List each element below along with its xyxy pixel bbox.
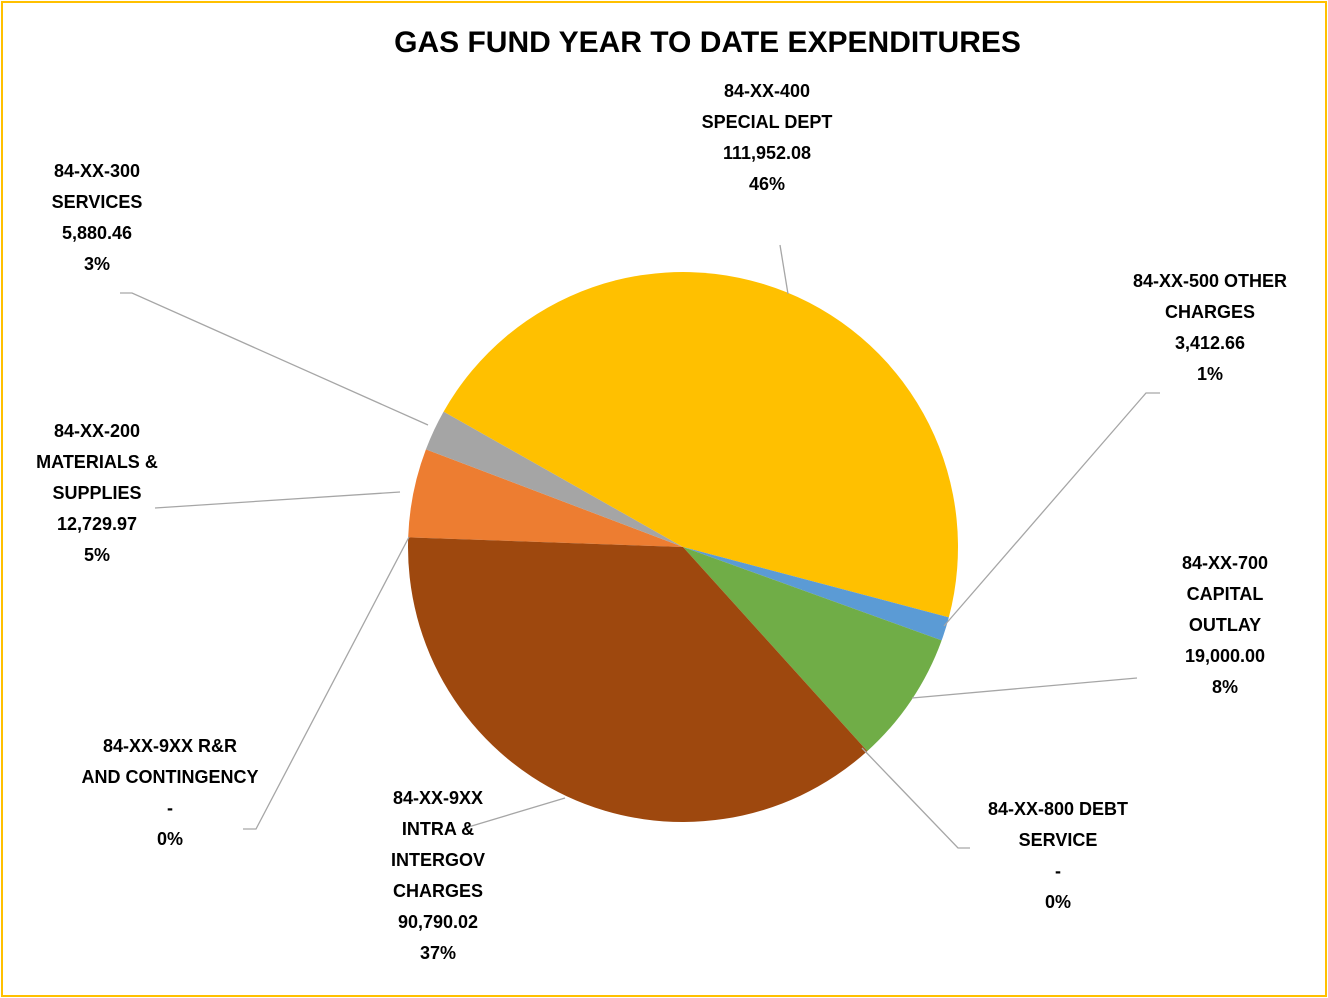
label-value: - bbox=[167, 798, 173, 818]
leader-line bbox=[464, 797, 566, 829]
leader-line bbox=[911, 677, 1138, 699]
label-percent: 0% bbox=[1044, 892, 1071, 912]
data-label: 84-XX-700 CAPITAL OUTLAY 19,000.00 8% bbox=[1095, 548, 1328, 703]
pie-slice bbox=[407, 537, 868, 822]
leader-line bbox=[779, 244, 789, 295]
label-percent: 1% bbox=[1196, 364, 1223, 384]
label-percent: 46% bbox=[748, 174, 786, 194]
label-category: 84-XX-9XX INTRA & INTERGOV CHARGES bbox=[390, 788, 485, 901]
leader-line bbox=[861, 747, 970, 849]
label-category: 84-XX-800 DEBT SERVICE bbox=[987, 799, 1129, 850]
label-value: 19,000.00 bbox=[1184, 646, 1266, 666]
label-category: 84-XX-500 OTHER CHARGES bbox=[1132, 271, 1288, 322]
label-value: 5,880.46 bbox=[61, 223, 133, 243]
label-value: 90,790.02 bbox=[397, 912, 479, 932]
label-percent: 5% bbox=[83, 545, 110, 565]
data-label: 84-XX-300 SERVICES 5,880.46 3% bbox=[0, 156, 227, 280]
label-percent: 0% bbox=[156, 829, 183, 849]
pie-slice bbox=[425, 411, 683, 547]
label-category: 84-XX-9XX R&R AND CONTINGENCY bbox=[81, 736, 259, 787]
label-value: 111,952.08 bbox=[722, 143, 812, 163]
data-label: 84-XX-9XX INTRA & INTERGOV CHARGES 90,79… bbox=[308, 783, 568, 969]
data-label: 84-XX-400 SPECIAL DEPT 111,952.08 46% bbox=[637, 76, 897, 200]
label-category: 84-XX-300 SERVICES bbox=[51, 161, 143, 212]
leader-line bbox=[943, 392, 1160, 627]
pie-slice bbox=[443, 272, 958, 618]
leader-line bbox=[120, 292, 429, 426]
label-percent: 3% bbox=[83, 254, 110, 274]
label-category: 84-XX-200 MATERIALS & SUPPLIES bbox=[36, 421, 158, 503]
label-value: 3,412.66 bbox=[1174, 333, 1246, 353]
label-category: 84-XX-700 CAPITAL OUTLAY bbox=[1181, 553, 1269, 635]
leader-line bbox=[243, 536, 410, 830]
label-percent: 8% bbox=[1211, 677, 1238, 697]
data-label: 84-XX-800 DEBT SERVICE - 0% bbox=[928, 794, 1188, 918]
slices bbox=[407, 272, 958, 822]
label-percent: 37% bbox=[419, 943, 457, 963]
label-value: - bbox=[1055, 861, 1061, 881]
data-label: 84-XX-9XX R&R AND CONTINGENCY - 0% bbox=[40, 731, 300, 855]
data-label: 84-XX-500 OTHER CHARGES 3,412.66 1% bbox=[1080, 266, 1328, 390]
pie-slice bbox=[408, 449, 683, 547]
data-label: 84-XX-200 MATERIALS & SUPPLIES 12,729.97… bbox=[0, 416, 227, 571]
pie-slice bbox=[683, 547, 942, 752]
label-category: 84-XX-400 SPECIAL DEPT bbox=[701, 81, 833, 132]
chart-title: GAS FUND YEAR TO DATE EXPENDITURES bbox=[394, 26, 1021, 59]
pie-slice bbox=[683, 547, 949, 641]
leader-line bbox=[154, 491, 401, 509]
label-value: 12,729.97 bbox=[56, 514, 138, 534]
